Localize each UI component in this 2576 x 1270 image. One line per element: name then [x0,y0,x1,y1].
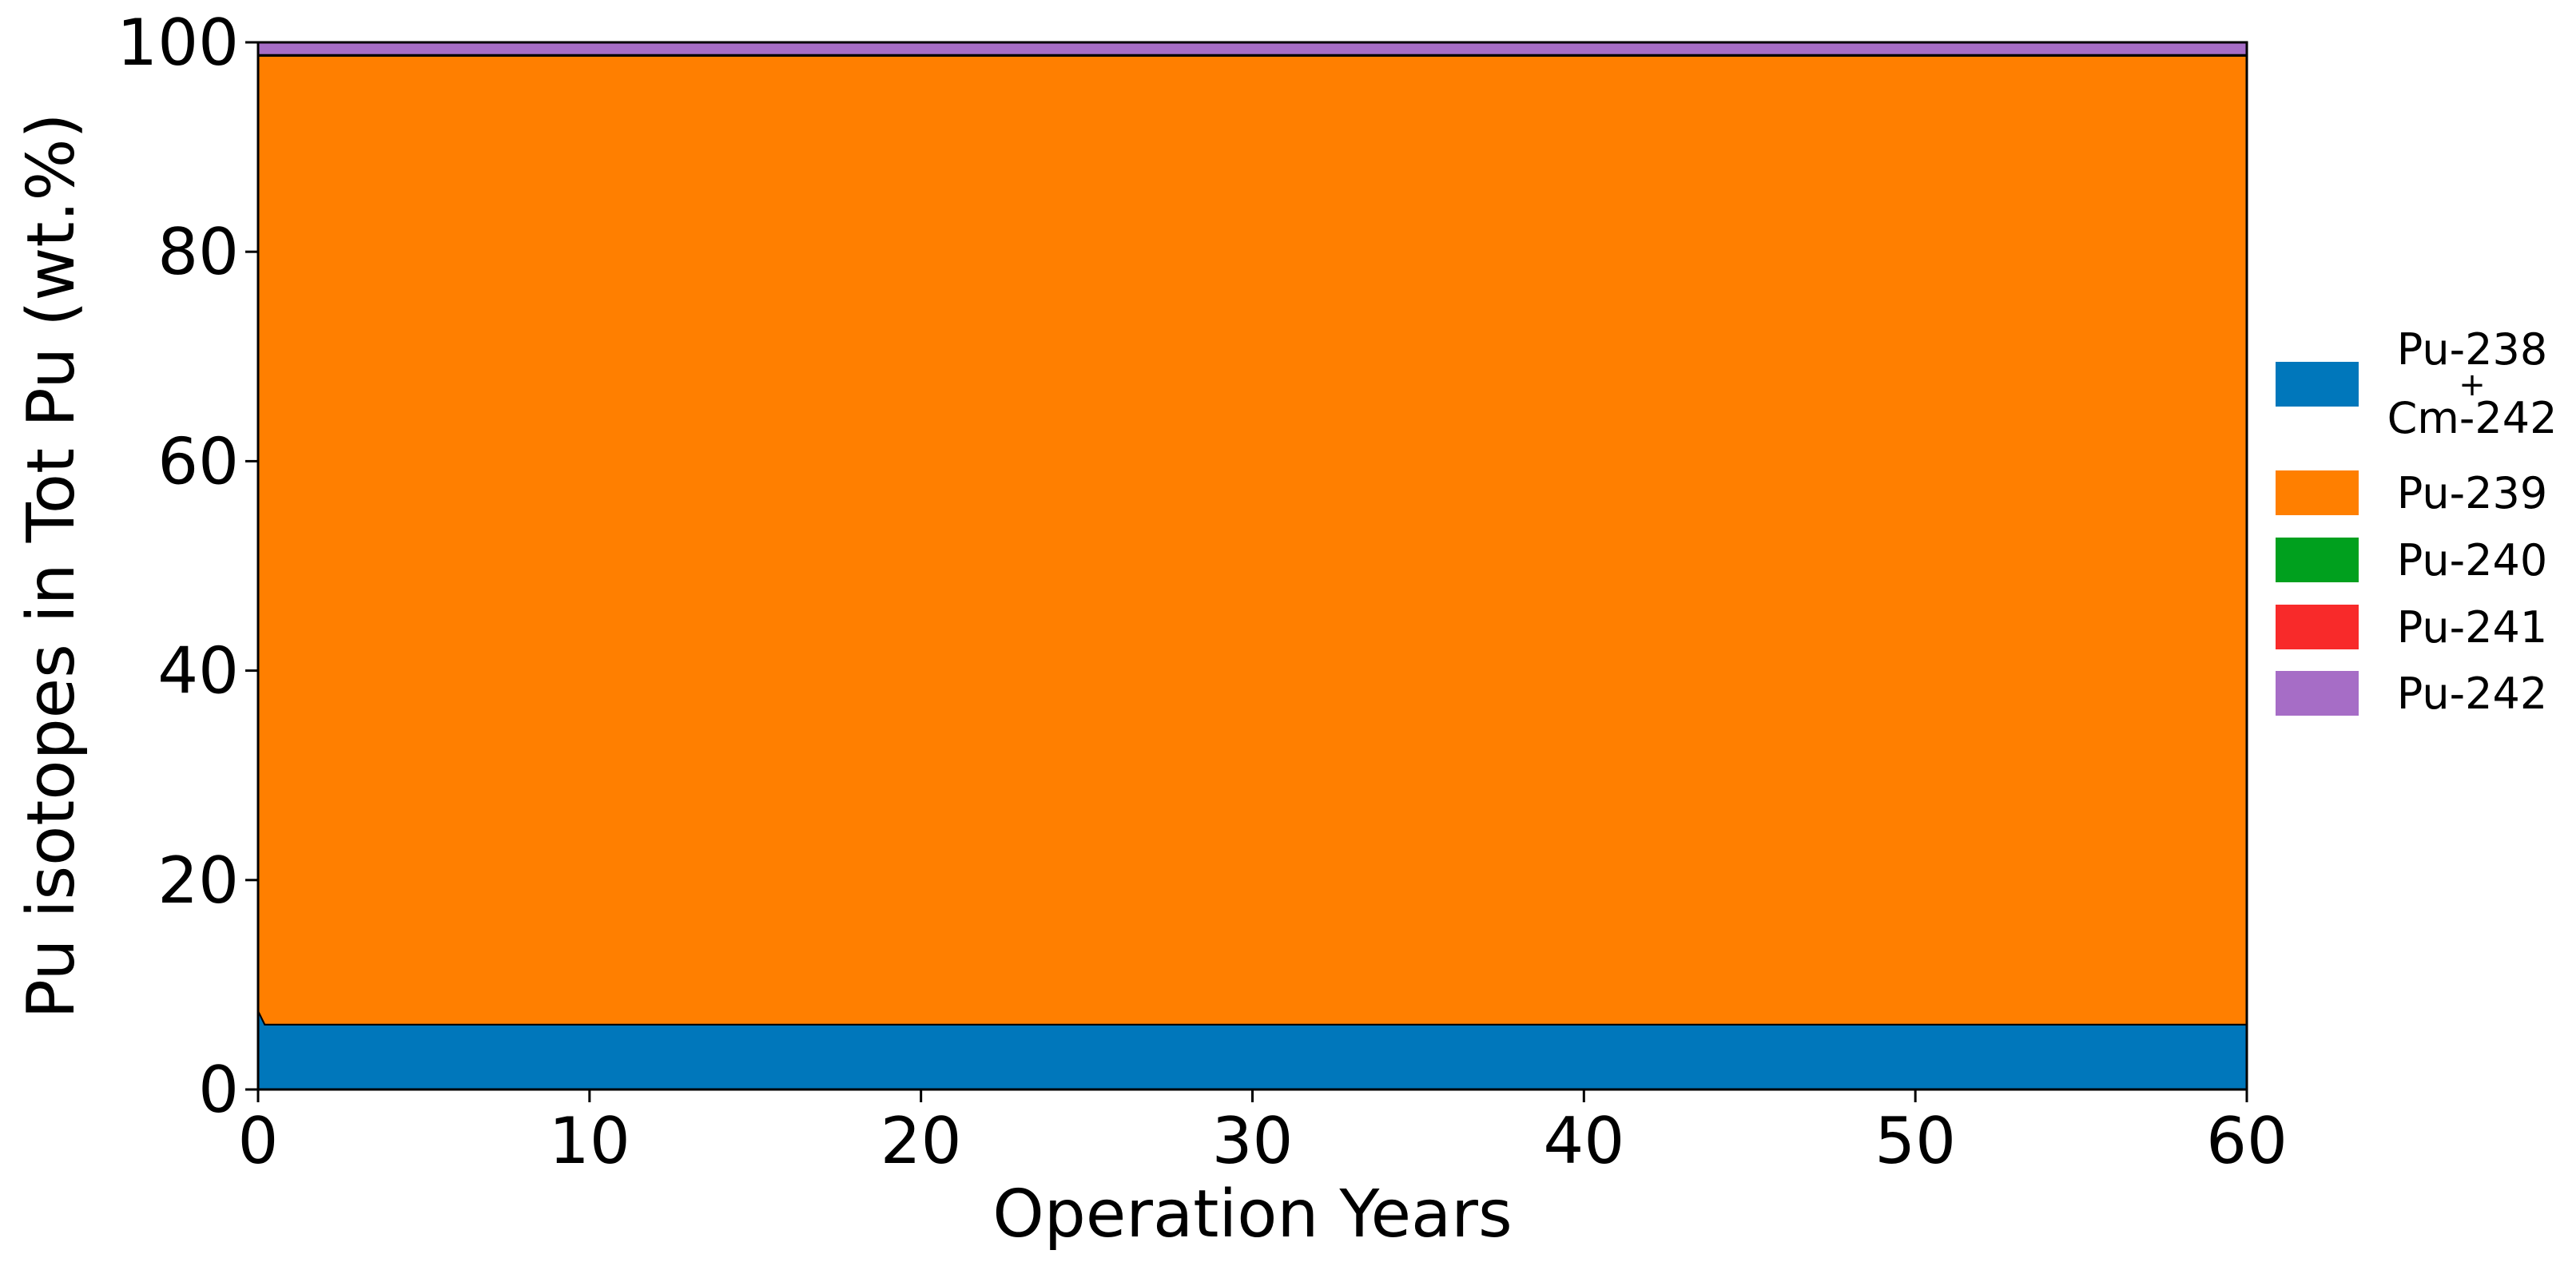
x-tick-label: 50 [1874,1104,1956,1178]
x-axis-title: Operation Years [992,1177,1512,1252]
x-tick-label: 40 [1543,1104,1624,1178]
x-axis: 0 10 20 30 40 50 60 [238,1089,2288,1178]
stacked-areas [257,42,2248,1090]
legend-label-line: Cm-242 [2387,393,2558,443]
y-axis-title: Pu isotopes in Tot Pu (wt.%) [14,113,89,1019]
legend-swatch-pu-240 [2276,538,2359,582]
y-tick-label: 40 [157,634,239,708]
area-pu-239 [257,55,2248,1026]
legend-label-pu-242: Pu-242 [2397,669,2547,719]
y-tick-label: 0 [198,1053,239,1127]
y-tick-label: 20 [157,843,239,918]
y-tick-label: 100 [117,6,239,80]
x-tick-label: 10 [549,1104,630,1178]
x-tick-label: 20 [881,1104,962,1178]
y-tick-label: 80 [157,215,239,289]
legend-swatch-pu-238-cm-242 [2276,362,2359,407]
x-tick-label: 0 [238,1104,279,1178]
legend-label-pu-240: Pu-240 [2397,535,2547,585]
y-axis: 0 20 40 60 80 100 [117,6,258,1127]
area-pu-242 [257,42,2248,56]
legend-swatch-pu-242 [2276,671,2359,716]
legend-label-pu-241: Pu-241 [2397,602,2547,653]
legend: Pu-238+Cm-242 Pu-239 Pu-240 Pu-241 Pu-242 [2276,324,2557,719]
x-tick-label: 60 [2206,1104,2288,1178]
y-tick-label: 60 [157,424,239,498]
legend-swatch-pu-239 [2276,470,2359,515]
legend-swatch-pu-241 [2276,605,2359,649]
legend-label-plus: + [2459,367,2486,403]
x-tick-label: 30 [1212,1104,1294,1178]
legend-label-line: Pu-238 [2397,324,2547,375]
legend-label-pu-239: Pu-239 [2397,468,2547,518]
